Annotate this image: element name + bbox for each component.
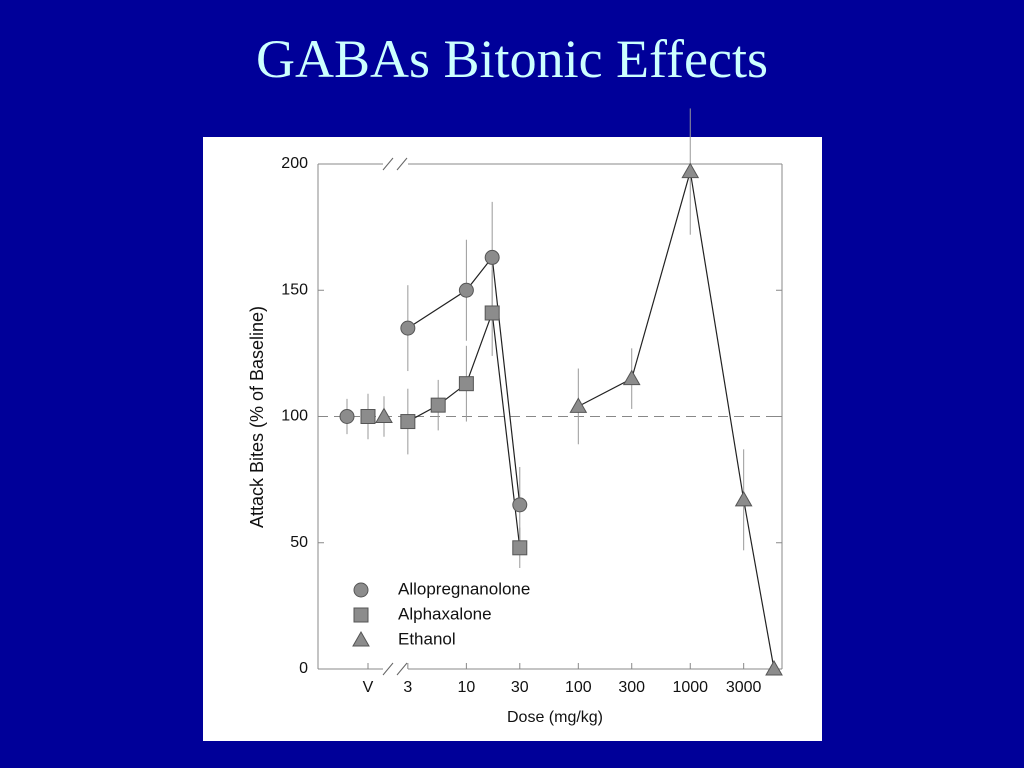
data-point — [512, 540, 528, 556]
data-point — [400, 320, 416, 336]
legend-marker — [352, 630, 370, 647]
y-tick-label: 100 — [281, 408, 308, 425]
data-point — [569, 397, 588, 413]
axis-break — [382, 157, 394, 171]
x-tick-label: 3 — [403, 679, 412, 696]
axis-break — [396, 662, 408, 676]
x-tick-label: 300 — [618, 679, 645, 696]
x-tick-label: 3000 — [726, 679, 762, 696]
data-point — [339, 409, 355, 424]
x-tick-label: 10 — [457, 679, 475, 696]
data-point — [484, 249, 500, 265]
x-tick-label: V — [363, 679, 374, 696]
data-point — [734, 490, 753, 507]
x-axis-title: Dose (mg/kg) — [507, 709, 603, 726]
x-tick-label: 1000 — [672, 679, 708, 696]
y-tick-label: 0 — [299, 660, 308, 677]
x-tick-label: 30 — [511, 679, 529, 696]
data-point — [375, 407, 393, 423]
legend-label: Ethanol — [398, 629, 456, 648]
y-tick-label: 200 — [281, 155, 308, 172]
data-point — [430, 397, 446, 413]
data-point — [622, 369, 641, 386]
legend-marker — [353, 582, 369, 598]
data-point — [400, 414, 416, 430]
y-tick-label: 150 — [281, 281, 308, 298]
axis-break — [396, 157, 408, 171]
slide-title: GABAs Bitonic Effects — [256, 29, 768, 89]
series-line — [407, 255, 521, 505]
legend-label: Allopregnanolone — [398, 579, 530, 598]
axis-break — [382, 662, 394, 676]
data-point — [681, 162, 700, 179]
data-point — [512, 497, 528, 513]
data-point — [458, 282, 474, 298]
data-point — [360, 409, 376, 424]
data-point — [458, 376, 474, 392]
data-point — [765, 659, 783, 676]
legend-label: Alphaxalone — [398, 604, 492, 623]
legend-marker — [353, 607, 369, 623]
data-point — [484, 305, 500, 321]
y-tick-label: 50 — [290, 534, 308, 551]
x-tick-label: 100 — [565, 679, 592, 696]
y-axis-title: Attack Bites (% of Baseline) — [247, 306, 267, 528]
